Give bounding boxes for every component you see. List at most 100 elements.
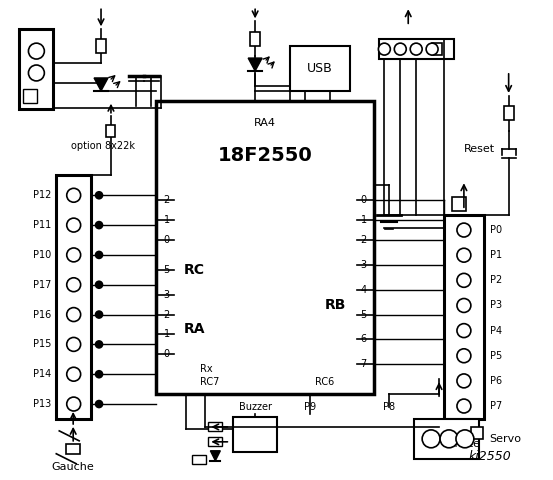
Bar (192, 455, 206, 464)
Circle shape (96, 192, 102, 199)
Text: 1: 1 (164, 329, 170, 339)
Text: P9: P9 (304, 402, 316, 412)
Text: 1: 1 (361, 215, 367, 225)
Bar (208, 437, 222, 446)
Text: Droite: Droite (447, 439, 481, 449)
Circle shape (96, 281, 102, 288)
Text: P11: P11 (33, 220, 51, 230)
Circle shape (96, 341, 102, 348)
Bar (233, 417, 277, 452)
Circle shape (394, 43, 406, 55)
Bar (107, 125, 116, 137)
Text: Servo: Servo (489, 434, 521, 444)
Circle shape (67, 218, 81, 232)
Circle shape (457, 374, 471, 388)
Text: P3: P3 (490, 300, 502, 311)
Circle shape (457, 299, 471, 312)
Text: P4: P4 (490, 325, 502, 336)
Text: P12: P12 (33, 190, 51, 200)
Circle shape (96, 222, 102, 228)
Text: 0: 0 (164, 235, 170, 245)
Text: P7: P7 (490, 401, 502, 411)
Circle shape (456, 430, 474, 448)
Polygon shape (94, 78, 108, 91)
Circle shape (96, 311, 102, 318)
Text: P6: P6 (490, 376, 502, 386)
Text: 2: 2 (163, 310, 170, 320)
Circle shape (67, 248, 81, 262)
Text: P8: P8 (383, 402, 395, 412)
Text: P16: P16 (33, 310, 51, 320)
Text: 0: 0 (164, 349, 170, 360)
Text: 6: 6 (361, 335, 367, 345)
Circle shape (426, 43, 438, 55)
Text: P0: P0 (490, 225, 502, 235)
Circle shape (440, 430, 458, 448)
Bar (432, 43, 442, 55)
Circle shape (67, 397, 81, 411)
Text: RC6: RC6 (315, 377, 334, 387)
Bar (66, 444, 80, 454)
Circle shape (67, 308, 81, 322)
Circle shape (457, 399, 471, 413)
Text: RC7: RC7 (200, 377, 220, 387)
Circle shape (457, 248, 471, 262)
Text: P1: P1 (490, 250, 502, 260)
Circle shape (422, 430, 440, 448)
Circle shape (96, 371, 102, 378)
Text: RB: RB (325, 298, 347, 312)
Text: 2: 2 (163, 195, 170, 205)
Bar (504, 106, 514, 120)
Circle shape (457, 324, 471, 337)
Text: Buzzer: Buzzer (239, 402, 272, 412)
Bar (444, 215, 484, 419)
Circle shape (378, 43, 390, 55)
Circle shape (28, 65, 44, 81)
Text: Reset: Reset (464, 144, 495, 154)
Text: USB: USB (307, 61, 332, 74)
Circle shape (96, 401, 102, 408)
Text: 7: 7 (361, 359, 367, 369)
Text: P5: P5 (490, 351, 502, 361)
Text: P2: P2 (490, 276, 502, 285)
Circle shape (67, 278, 81, 292)
Circle shape (457, 223, 471, 237)
Circle shape (96, 252, 102, 258)
Circle shape (410, 43, 422, 55)
Text: P14: P14 (33, 369, 51, 379)
Text: 2: 2 (361, 235, 367, 245)
Circle shape (67, 367, 81, 381)
Text: P10: P10 (33, 250, 51, 260)
Text: 5: 5 (361, 310, 367, 320)
Text: option 8x22k: option 8x22k (71, 141, 135, 151)
Bar (19, 29, 53, 109)
Text: RA: RA (184, 323, 205, 336)
Text: 3: 3 (361, 260, 367, 270)
Text: 18F2550: 18F2550 (218, 146, 312, 165)
Text: P17: P17 (33, 280, 51, 290)
Polygon shape (210, 451, 220, 461)
Circle shape (28, 43, 44, 59)
Polygon shape (248, 58, 262, 71)
Text: Rx: Rx (200, 364, 213, 374)
Text: ki2550: ki2550 (469, 450, 512, 463)
Circle shape (67, 188, 81, 202)
Text: 0: 0 (361, 195, 367, 205)
Text: Gauche: Gauche (52, 462, 95, 472)
Bar (23, 89, 38, 103)
Bar (156, 101, 374, 394)
Circle shape (67, 337, 81, 351)
Bar (96, 39, 106, 53)
Text: RC: RC (184, 263, 205, 277)
Bar (290, 46, 349, 91)
Text: 1: 1 (164, 215, 170, 225)
Bar (471, 427, 483, 439)
Text: 5: 5 (163, 265, 170, 275)
Bar (379, 39, 454, 59)
Text: 3: 3 (164, 290, 170, 300)
Text: RA4: RA4 (254, 118, 276, 128)
Bar (452, 197, 466, 211)
Text: 4: 4 (361, 285, 367, 295)
Bar (56, 175, 91, 419)
Bar (250, 32, 260, 46)
